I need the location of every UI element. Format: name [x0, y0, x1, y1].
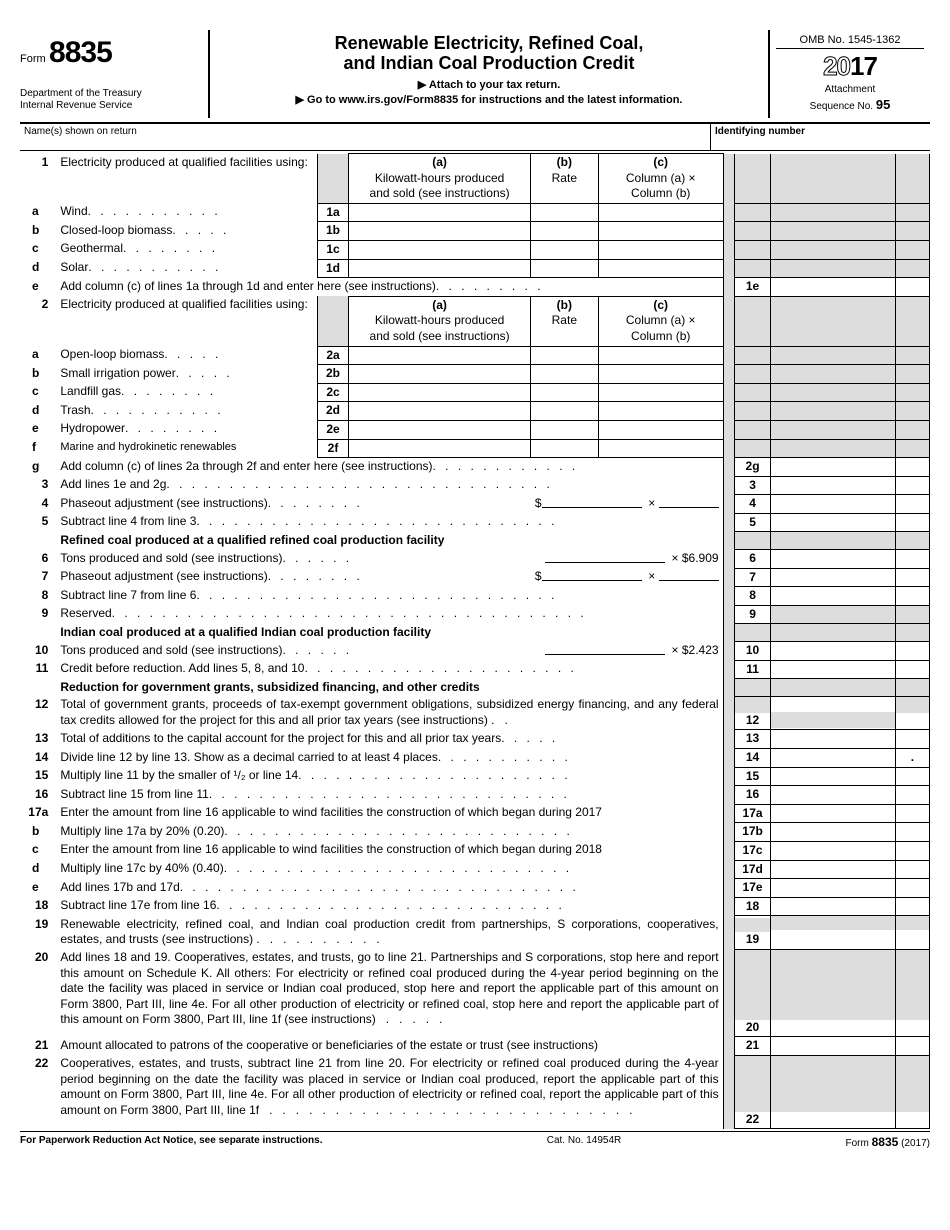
- line-8: 8Subtract line 7 from line 6 . . . . . .…: [20, 587, 930, 606]
- line-14: 14Divide line 12 by line 13. Show as a d…: [20, 749, 930, 768]
- dept-line1: Department of the Treasury: [20, 88, 198, 100]
- id-number-label[interactable]: Identifying number: [710, 124, 930, 150]
- line-19: 19Renewable electricity, refined coal, a…: [20, 916, 930, 949]
- dept: Department of the Treasury Internal Reve…: [20, 88, 198, 112]
- form-label: Form: [20, 53, 46, 65]
- footer-mid: Cat. No. 14954R: [547, 1135, 622, 1149]
- line-3: 3Add lines 1e and 2g . . . . . . . . . .…: [20, 476, 930, 495]
- line-1b: b Closed-loop biomass. . . . . 1b: [20, 222, 930, 241]
- section-refined-coal: Refined coal produced at a qualified ref…: [20, 532, 930, 550]
- line-2e: eHydropower. . . . . . . .2e: [20, 420, 930, 439]
- year-prefix: 20: [823, 51, 850, 81]
- line-2c: cLandfill gas. . . . . . . .2c: [20, 383, 930, 402]
- line-16: 16Subtract line 15 from line 11. . . . .…: [20, 786, 930, 805]
- line-12: 12Total of government grants, proceeds o…: [20, 696, 930, 730]
- line-2a: aOpen-loop biomass. . . . .2a: [20, 346, 930, 365]
- section2-col-header: 2 Electricity produced at qualified faci…: [20, 296, 930, 346]
- line-1d: d Solar. . . . . . . . . . . 1d: [20, 259, 930, 278]
- line-2b: bSmall irrigation power. . . . .2b: [20, 365, 930, 384]
- line-18: 18Subtract line 17e from line 16 . . . .…: [20, 897, 930, 916]
- main-table: 1 Electricity produced at qualified faci…: [20, 153, 930, 1129]
- header-right: OMB No. 1545-1362 2017 Attachment Sequen…: [770, 30, 930, 118]
- line-10: 10Tons produced and sold (see instructio…: [20, 642, 930, 661]
- footer-right: Form 8835 (2017): [846, 1135, 931, 1149]
- line-1a: a Wind. . . . . . . . . . . 1a: [20, 203, 930, 222]
- attach-note: ▶ Attach to your tax return.: [220, 78, 758, 91]
- line-22: 22Cooperatives, estates, and trusts, sub…: [20, 1055, 930, 1129]
- line1-desc: Electricity produced at qualified facili…: [56, 154, 317, 204]
- line-9: 9Reserved . . . . . . . . . . . . . . . …: [20, 605, 930, 624]
- tax-year: 2017: [776, 51, 924, 82]
- title-line1: Renewable Electricity, Refined Coal,: [220, 34, 758, 54]
- form-header: Form 8835 Department of the Treasury Int…: [20, 30, 930, 124]
- section1-col-header: 1 Electricity produced at qualified faci…: [20, 154, 930, 204]
- dept-line2: Internal Revenue Service: [20, 100, 198, 112]
- attachment-label: Attachment: [776, 84, 924, 95]
- form-number: 8835: [49, 36, 112, 69]
- header-mid: Renewable Electricity, Refined Coal, and…: [210, 30, 770, 118]
- footer-left: For Paperwork Reduction Act Notice, see …: [20, 1135, 323, 1149]
- line-17e: eAdd lines 17b and 17d . . . . . . . . .…: [20, 879, 930, 898]
- name-row: Name(s) shown on return Identifying numb…: [20, 124, 930, 151]
- footer: For Paperwork Reduction Act Notice, see …: [20, 1131, 930, 1149]
- line-7: 7Phaseout adjustment (see instructions) …: [20, 568, 930, 587]
- line-11: 11Credit before reduction. Add lines 5, …: [20, 660, 930, 679]
- title-line2: and Indian Coal Production Credit: [220, 54, 758, 74]
- section-reduction: Reduction for government grants, subsidi…: [20, 679, 930, 697]
- year-suffix: 17: [850, 51, 877, 81]
- line-20: 20Add lines 18 and 19. Cooperatives, est…: [20, 949, 930, 1037]
- section-indian-coal: Indian coal produced at a qualified Indi…: [20, 624, 930, 642]
- line-17b: bMultiply line 17a by 20% (0.20) . . . .…: [20, 823, 930, 842]
- line-4: 4Phaseout adjustment (see instructions) …: [20, 495, 930, 514]
- sequence-label: Sequence No. 95: [776, 97, 924, 112]
- header-left: Form 8835 Department of the Treasury Int…: [20, 30, 210, 118]
- line-17d: dMultiply line 17c by 40% (0.40) . . . .…: [20, 860, 930, 879]
- line-13: 13Total of additions to the capital acco…: [20, 730, 930, 749]
- line-6: 6Tons produced and sold (see instruction…: [20, 550, 930, 569]
- line-21: 21Amount allocated to patrons of the coo…: [20, 1037, 930, 1056]
- line-1c: c Geothermal. . . . . . . . 1c: [20, 240, 930, 259]
- line-2g: gAdd column (c) of lines 2a through 2f a…: [20, 458, 930, 477]
- line-1e: e Add column (c) of lines 1a through 1d …: [20, 278, 930, 297]
- line-5: 5Subtract line 4 from line 3 . . . . . .…: [20, 513, 930, 532]
- name-field-label[interactable]: Name(s) shown on return: [20, 124, 710, 150]
- line-17a: 17aEnter the amount from line 16 applica…: [20, 804, 930, 823]
- goto-note: ▶ Go to www.irs.gov/Form8835 for instruc…: [220, 93, 758, 106]
- line-17c: cEnter the amount from line 16 applicabl…: [20, 841, 930, 860]
- line-2f: fMarine and hydrokinetic renewables2f: [20, 439, 930, 458]
- omb-number: OMB No. 1545-1362: [776, 34, 924, 49]
- line-15: 15Multiply line 11 by the smaller of ¹/₂…: [20, 767, 930, 786]
- line-2d: dTrash. . . . . . . . . . .2d: [20, 402, 930, 421]
